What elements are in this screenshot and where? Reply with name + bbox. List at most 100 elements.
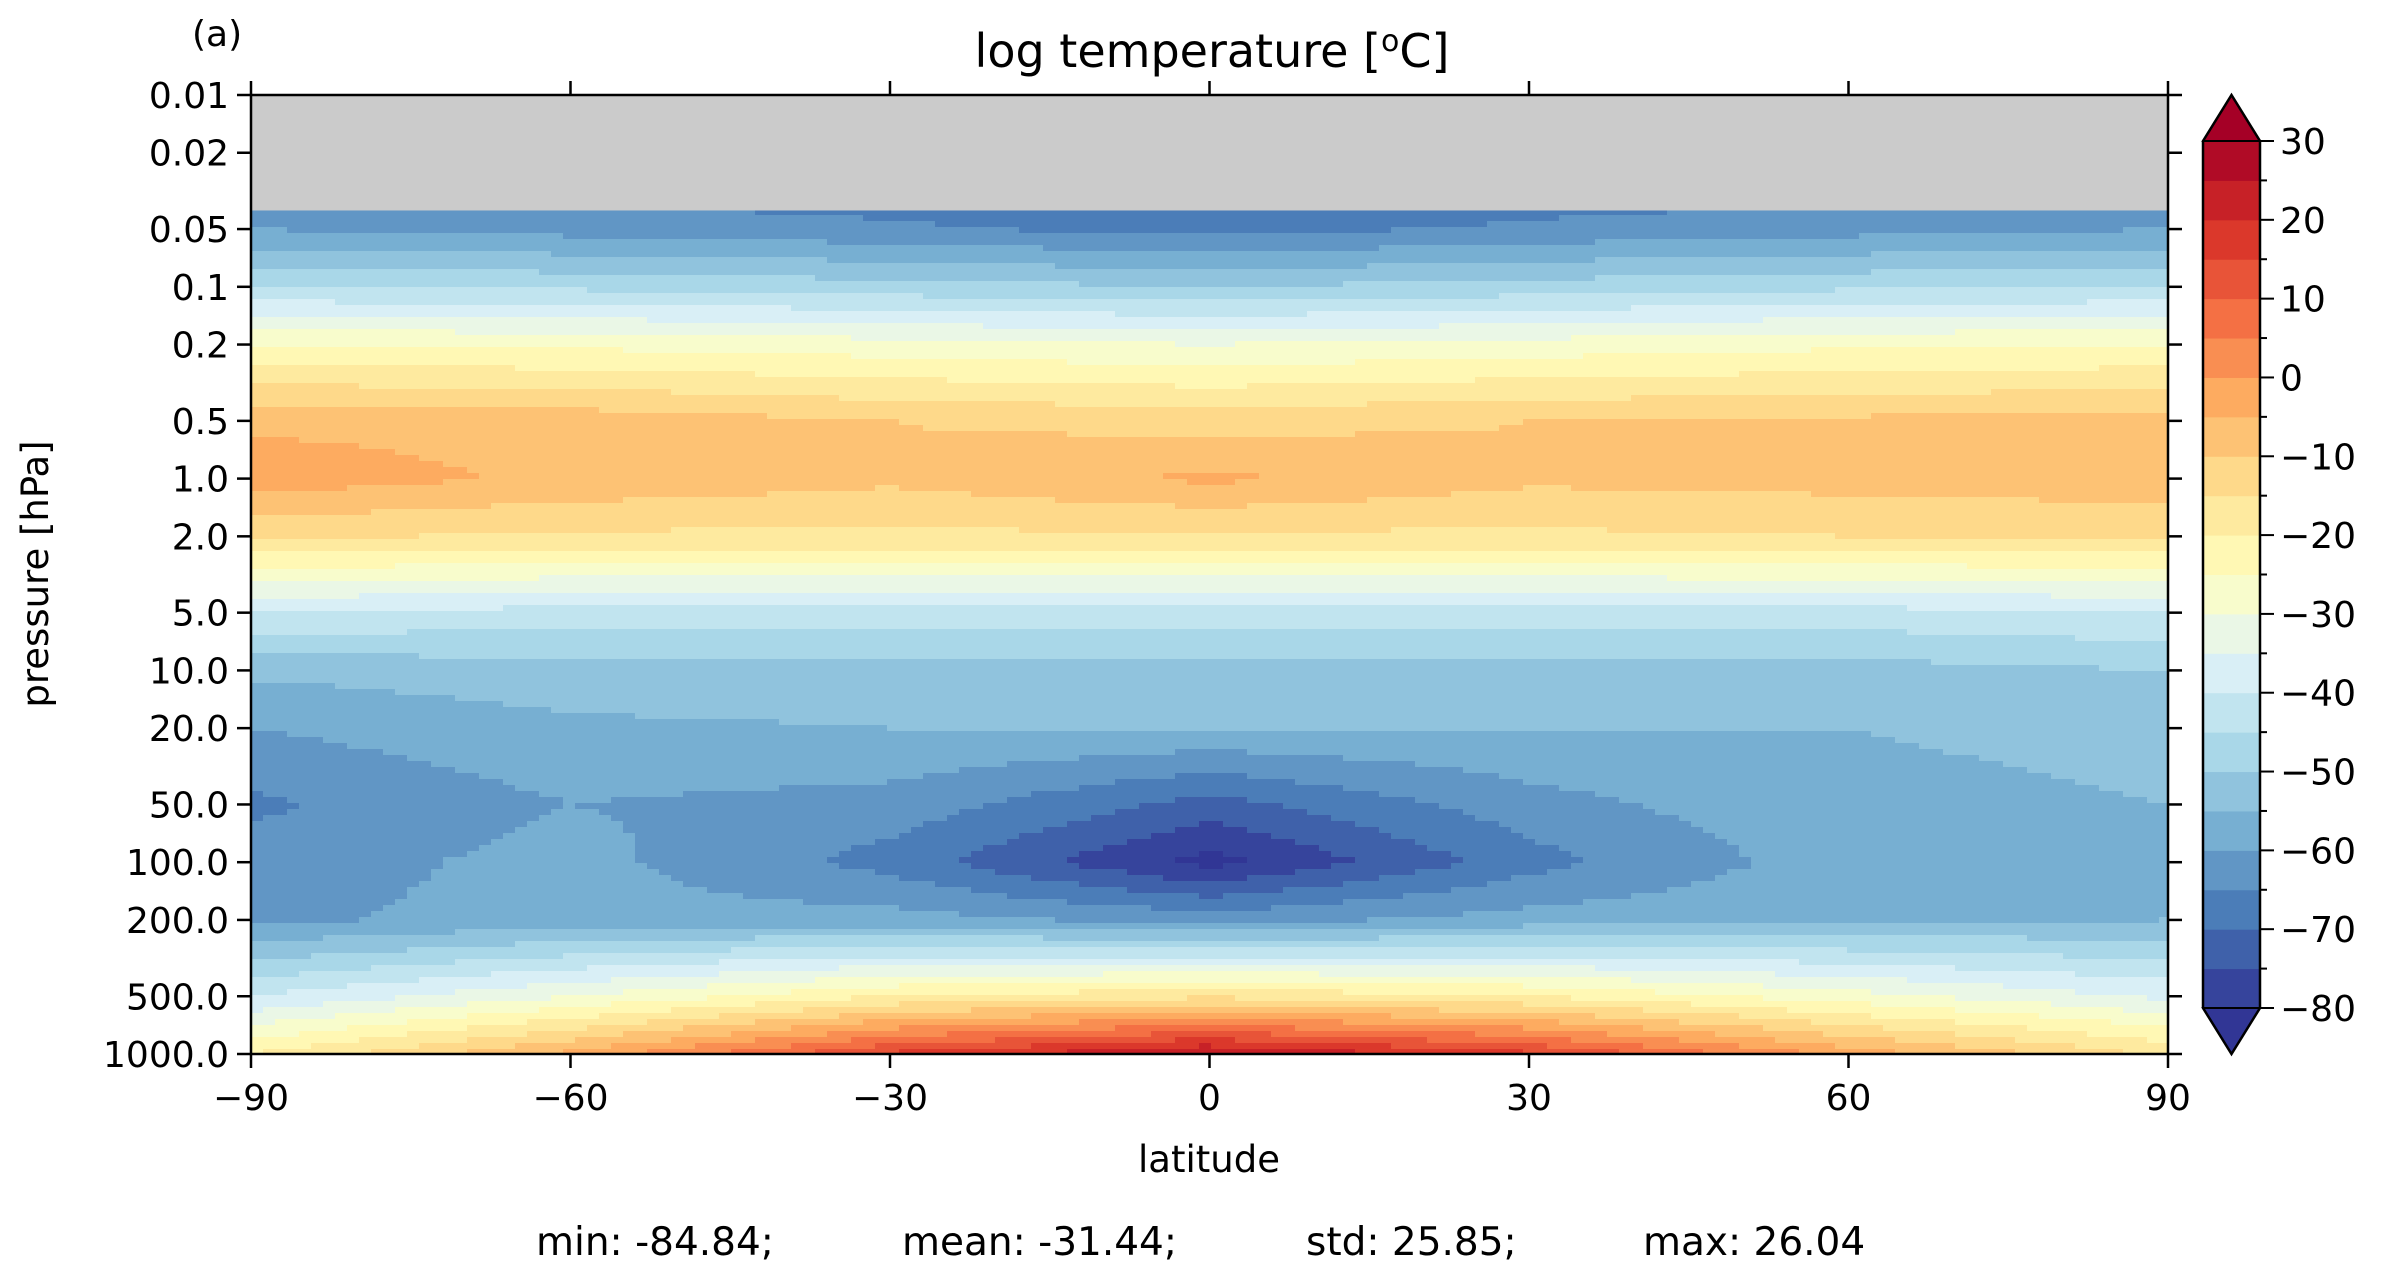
contour-cell [611, 431, 624, 438]
contour-cell [263, 983, 276, 990]
contour-cell [467, 245, 480, 252]
contour-cell [599, 761, 612, 768]
contour-cell [539, 689, 552, 696]
contour-cell [599, 251, 612, 258]
contour-cell [455, 845, 468, 852]
contour-cell [347, 833, 360, 840]
contour-cell [275, 1001, 288, 1008]
contour-cell [431, 929, 444, 936]
contour-cell [551, 617, 564, 624]
contour-cell [527, 791, 540, 798]
contour-cell [467, 269, 480, 276]
contour-cell [527, 467, 540, 474]
contour-cell [527, 341, 540, 348]
contour-cell [503, 329, 516, 336]
contour-cell [323, 329, 336, 336]
contour-cell [491, 857, 504, 864]
contour-cell [455, 509, 468, 516]
contour-cell [311, 689, 324, 696]
contour-cell [395, 869, 408, 876]
contour-cell [299, 353, 312, 360]
contour-cell [539, 521, 552, 528]
contour-cell [311, 1037, 324, 1044]
contour-cell [335, 323, 348, 330]
contour-cell [311, 827, 324, 834]
contour-cell [347, 485, 360, 492]
contour-cell [251, 863, 264, 870]
contour-cell [419, 1037, 432, 1044]
contour-cell [263, 899, 276, 906]
contour-cell [335, 671, 348, 678]
contour-cell [359, 893, 372, 900]
contour-cell [419, 413, 432, 420]
contour-cell [551, 641, 564, 648]
contour-cell [287, 473, 300, 480]
contour-cell [503, 257, 516, 264]
contour-cell [599, 515, 612, 522]
contour-cell [587, 947, 600, 954]
contour-cell [479, 959, 492, 966]
contour-cell [251, 605, 264, 612]
contour-cell [599, 509, 612, 516]
contour-cell [407, 713, 420, 720]
contour-cell [371, 743, 384, 750]
contour-cell [599, 815, 612, 822]
contour-cell [335, 293, 348, 300]
contour-cell [455, 749, 468, 756]
contour-cell [611, 653, 624, 660]
contour-cell [395, 413, 408, 420]
contour-cell [611, 989, 624, 996]
contour-cell [539, 683, 552, 690]
contour-cell [395, 737, 408, 744]
contour-cell [335, 887, 348, 894]
contour-cell [431, 743, 444, 750]
contour-cell [563, 839, 576, 846]
contour-cell [599, 617, 612, 624]
contour-cell [539, 935, 552, 942]
contour-cell [287, 947, 300, 954]
contour-cell [251, 257, 264, 264]
contour-cell [599, 305, 612, 312]
contour-cell [263, 989, 276, 996]
contour-cell [251, 335, 264, 342]
contour-cell [323, 821, 336, 828]
contour-cell [371, 329, 384, 336]
contour-cell [251, 917, 264, 924]
contour-cell [395, 797, 408, 804]
contour-cell [467, 257, 480, 264]
contour-cell [359, 329, 372, 336]
contour-cell [395, 749, 408, 756]
contour-cell [599, 377, 612, 384]
contour-cell [575, 947, 588, 954]
contour-cell [275, 239, 288, 246]
contour-cell [587, 281, 600, 288]
contour-cell [455, 485, 468, 492]
contour-cell [263, 755, 276, 762]
contour-cell [299, 239, 312, 246]
contour-cell [527, 983, 540, 990]
contour-cell [407, 665, 420, 672]
contour-cell [539, 737, 552, 744]
contour-cell [539, 365, 552, 372]
contour-cell [575, 467, 588, 474]
contour-cell [275, 581, 288, 588]
contour-cell [539, 659, 552, 666]
contour-cell [539, 269, 552, 276]
contour-cell [551, 875, 564, 882]
contour-cell [395, 545, 408, 552]
contour-cell [275, 947, 288, 954]
contour-cell [455, 869, 468, 876]
contour-cell [551, 545, 564, 552]
contour-cell [527, 833, 540, 840]
contour-cell [503, 935, 516, 942]
contour-cell [455, 1025, 468, 1032]
contour-cell [323, 797, 336, 804]
contour-cell [527, 215, 540, 222]
contour-cell [611, 983, 624, 990]
contour-cell [347, 377, 360, 384]
contour-cell [419, 227, 432, 234]
contour-cell [335, 995, 348, 1002]
contour-cell [443, 545, 456, 552]
contour-cell [563, 221, 576, 228]
contour-cell [527, 749, 540, 756]
